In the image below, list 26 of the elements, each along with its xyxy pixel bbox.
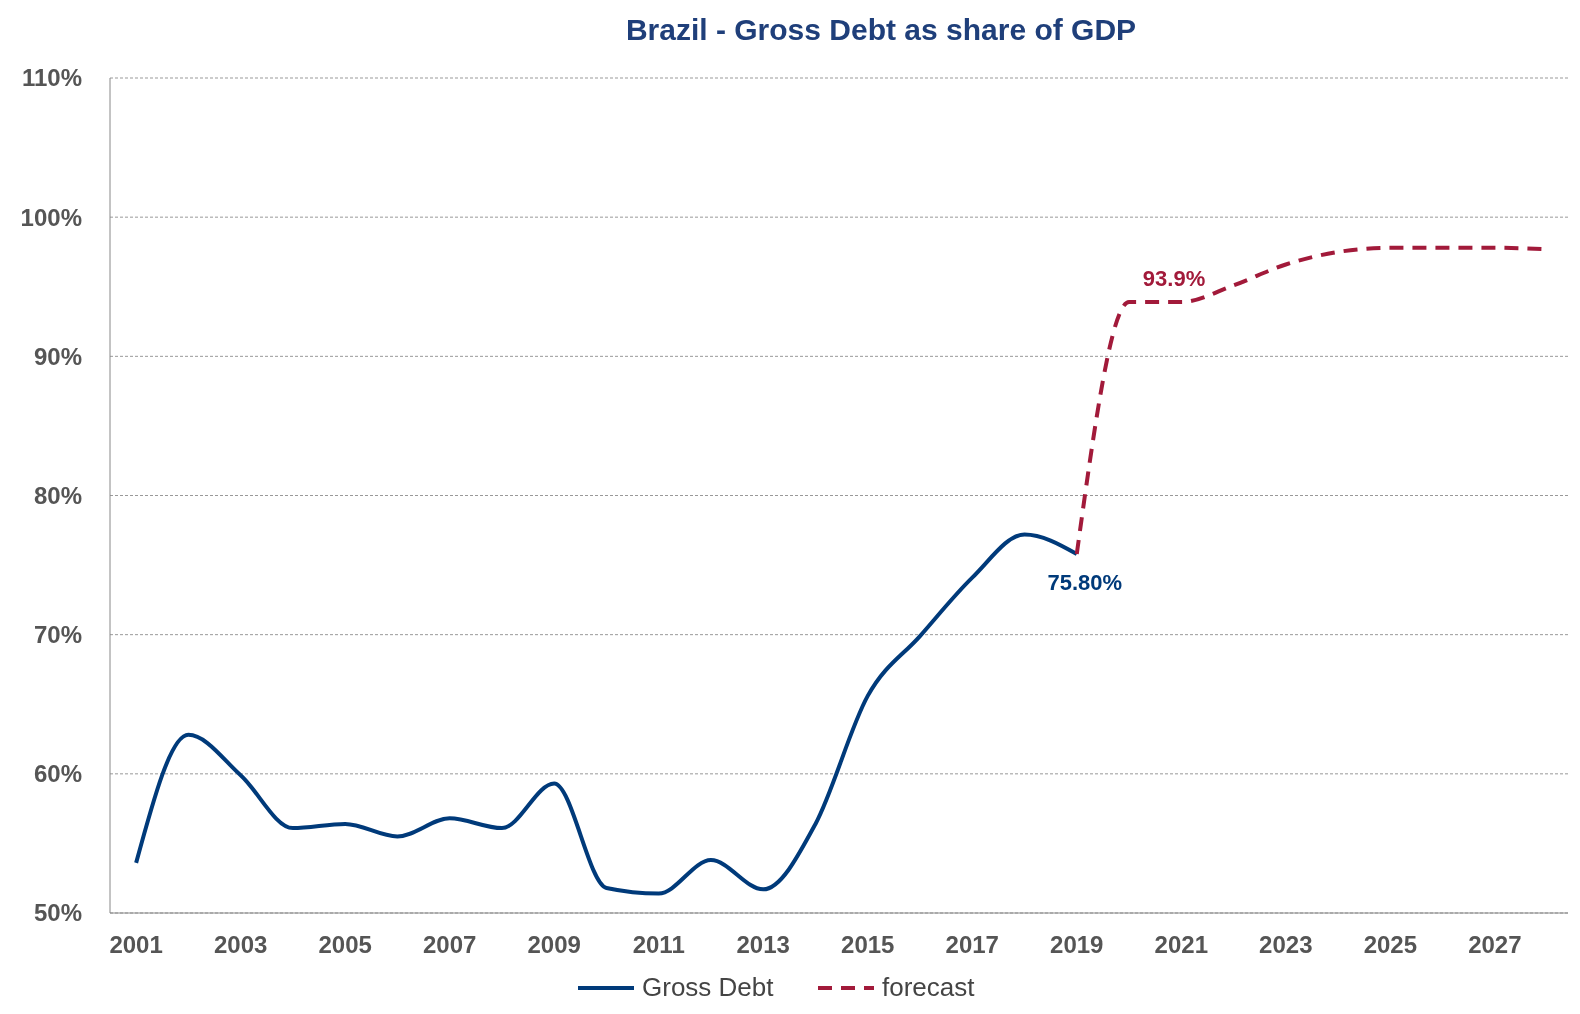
annotation: 75.80% (1047, 569, 1123, 595)
x-tick-label: 2027 (1468, 931, 1522, 958)
x-tick-label: 2019 (1050, 931, 1104, 958)
x-tick-label: 2003 (213, 931, 268, 958)
legend-label: Gross Debt (642, 972, 775, 1002)
x-tick-label: 2015 (841, 931, 895, 958)
y-tick-label: 100% (20, 203, 82, 231)
legend-label: forecast (882, 972, 976, 1002)
x-tick-label: 2011 (632, 931, 685, 958)
y-tick-label: 70% (33, 621, 82, 649)
y-tick-label: 80% (33, 481, 82, 509)
x-tick-label: 2005 (318, 931, 372, 958)
x-tick-label: 2017 (945, 931, 999, 958)
y-tick-label: 50% (33, 899, 82, 927)
x-tick-label: 2009 (527, 931, 581, 958)
y-tick-label: 90% (33, 342, 82, 370)
annotation: 93.9% (1142, 266, 1206, 292)
x-tick-label: 2023 (1259, 931, 1313, 958)
x-tick-label: 2025 (1363, 931, 1418, 958)
x-tick-label: 2007 (422, 931, 477, 958)
y-tick-label: 60% (33, 760, 82, 788)
y-tick-label: 110% (21, 64, 82, 92)
x-tick-label: 2021 (1154, 931, 1208, 958)
x-tick-label: 2013 (736, 931, 790, 958)
chart-title: Brazil - Gross Debt as share of GDP (625, 13, 1137, 46)
x-tick-label: 2001 (109, 931, 163, 958)
